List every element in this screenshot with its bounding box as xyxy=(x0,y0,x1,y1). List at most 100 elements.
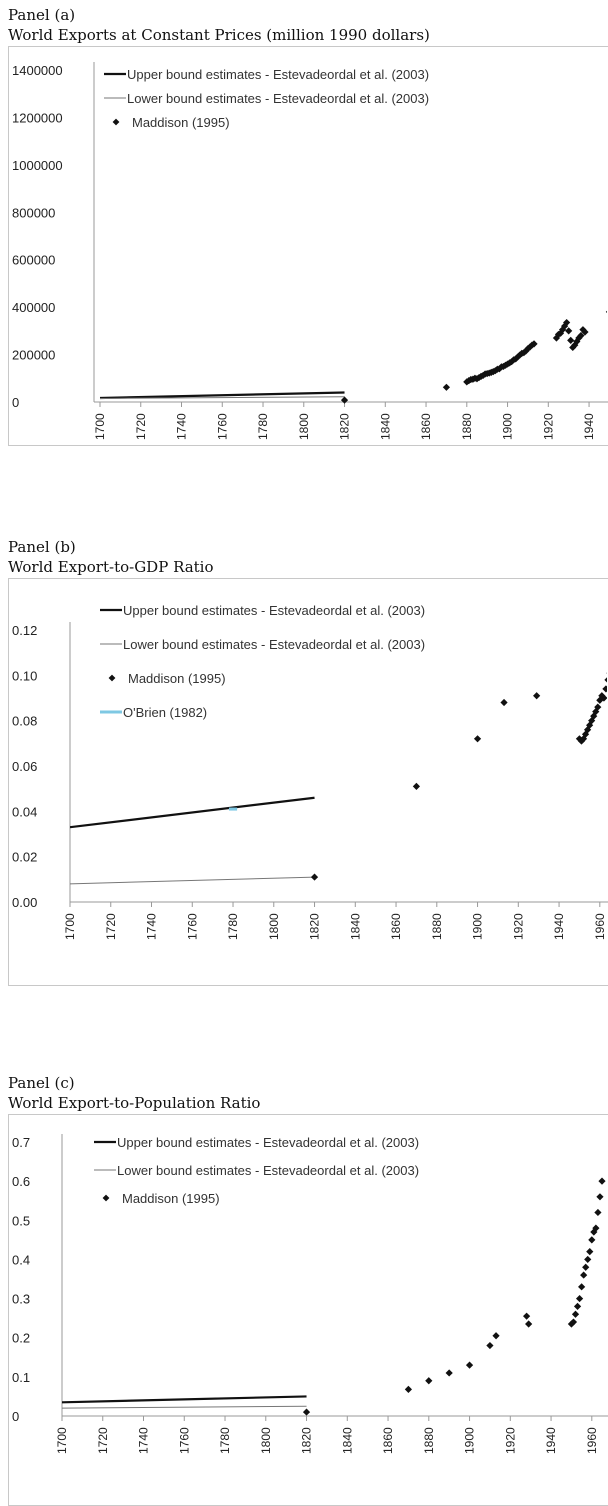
x-tick-label: 1760 xyxy=(185,913,199,940)
data-point xyxy=(586,1248,594,1256)
data-point xyxy=(524,345,532,353)
legend-label: Upper bound estimates - Estevadeordal et… xyxy=(117,1135,419,1150)
legend-label: O'Brien (1982) xyxy=(123,705,207,720)
data-point xyxy=(404,1385,413,1393)
legend-label: Upper bound estimates - Estevadeordal et… xyxy=(127,67,429,82)
data-point xyxy=(500,698,508,707)
x-tick-label: 1780 xyxy=(226,913,240,940)
y-tick-label: 600000 xyxy=(12,253,55,268)
data-point xyxy=(600,694,607,702)
legend-swatch xyxy=(112,118,120,126)
x-tick-label: 1800 xyxy=(297,413,311,440)
data-point xyxy=(520,349,528,357)
x-tick-label: 1880 xyxy=(430,913,444,940)
legend-label: Lower bound estimates - Estevadeordal et… xyxy=(117,1163,419,1178)
data-point xyxy=(563,318,571,327)
legend-label: Maddison (1995) xyxy=(132,115,230,130)
y-tick-label: 0.6 xyxy=(12,1174,30,1189)
x-tick-label: 1740 xyxy=(137,1427,151,1454)
x-tick-label: 1840 xyxy=(340,1427,354,1454)
y-tick-label: 200000 xyxy=(12,348,55,363)
x-tick-label: 1960 xyxy=(593,913,607,940)
y-tick-label: 0.4 xyxy=(12,1252,30,1267)
plot-area xyxy=(70,672,607,885)
data-point xyxy=(561,322,569,330)
data-point xyxy=(596,1193,604,1201)
data-point xyxy=(583,726,592,734)
data-point xyxy=(569,343,577,352)
x-tick-label: 1720 xyxy=(134,413,148,440)
data-point xyxy=(604,677,607,683)
data-point xyxy=(573,1302,582,1310)
data-point xyxy=(442,383,451,391)
data-point xyxy=(523,1312,531,1320)
panel-b-title: World Export-to-GDP Ratio xyxy=(8,558,214,576)
data-point xyxy=(508,358,516,366)
x-tick-label: 1920 xyxy=(541,413,555,440)
x-tick-label: 1920 xyxy=(511,913,525,940)
y-tick-label: 1400000 xyxy=(12,63,63,78)
x-tick-label: 1780 xyxy=(218,1427,232,1454)
series-lower-bound-line xyxy=(70,876,315,885)
y-tick-label: 0.7 xyxy=(12,1135,30,1150)
x-tick-label: 1700 xyxy=(55,1427,69,1454)
data-point xyxy=(602,685,607,693)
data-point xyxy=(581,328,589,336)
y-tick-label: 0.3 xyxy=(12,1292,30,1307)
x-tick-label: 1940 xyxy=(552,913,566,940)
panel-c-title: World Export-to-Population Ratio xyxy=(8,1094,261,1112)
chart-c: 0 0.1 0.2 0.3 0.4 0.5 0.6 0.7 1700 1720 1740 1760 17… xyxy=(8,1114,608,1506)
panel-a-label: Panel (a) xyxy=(8,6,76,24)
legend-label: Lower bound estimates - Estevadeordal et… xyxy=(123,637,425,652)
legend-label: Lower bound estimates - Estevadeordal et… xyxy=(127,91,429,106)
data-point xyxy=(512,355,520,363)
data-point xyxy=(552,334,561,342)
x-tick-label: 1940 xyxy=(582,413,596,440)
x-tick-label: 1720 xyxy=(96,1427,110,1454)
data-point xyxy=(530,340,538,348)
x-tick-label: 1800 xyxy=(267,913,281,940)
chart-a: 0 200000 400000 600000 800000 1000000 1200000 1… xyxy=(8,46,608,446)
y-tick-label: 0 xyxy=(12,395,19,410)
y-tick-label: 0.12 xyxy=(12,623,37,638)
data-point xyxy=(577,332,585,340)
chart-b: 0.00 0.02 0.04 0.06 0.08 0.10 0.12 1700 1720 1740… xyxy=(8,578,608,986)
data-point xyxy=(588,1236,596,1244)
legend-swatch xyxy=(102,1194,110,1202)
data-point xyxy=(340,396,349,404)
x-tick-label: 1880 xyxy=(460,413,474,440)
chart-frame xyxy=(8,578,608,986)
x-tick-label: 1760 xyxy=(215,413,229,440)
legend-swatch xyxy=(108,674,116,682)
data-point xyxy=(605,310,607,314)
y-tick-label: 0.00 xyxy=(12,895,37,910)
x-tick-label: 1860 xyxy=(389,913,403,940)
data-point xyxy=(473,735,482,743)
data-point xyxy=(575,735,584,743)
data-point xyxy=(533,692,541,700)
x-tick-label: 1820 xyxy=(338,413,352,440)
x-tick-label: 1760 xyxy=(177,1427,191,1454)
data-point xyxy=(465,1361,474,1369)
y-tick-label: 800000 xyxy=(12,205,55,220)
legend-label: Upper bound estimates - Estevadeordal et… xyxy=(123,603,425,618)
x-tick-label: 1920 xyxy=(503,1427,517,1454)
series-lower-bound-line xyxy=(62,1405,307,1409)
data-point xyxy=(514,353,522,361)
data-point xyxy=(578,1283,586,1291)
data-point xyxy=(606,672,607,674)
legend-label: Maddison (1995) xyxy=(128,671,226,686)
x-tick-label: 1880 xyxy=(422,1427,436,1454)
data-point xyxy=(582,1263,590,1271)
data-point xyxy=(425,1377,433,1385)
data-point xyxy=(584,1255,592,1264)
x-tick-label: 1820 xyxy=(308,913,322,940)
y-tick-label: 0.10 xyxy=(12,668,37,683)
panel-b-label: Panel (b) xyxy=(8,538,76,556)
data-point xyxy=(522,347,530,355)
data-point xyxy=(571,1310,580,1318)
series-lower-bound-line xyxy=(99,396,345,399)
x-tick-label: 1840 xyxy=(348,913,362,940)
x-tick-label: 1860 xyxy=(381,1427,395,1454)
data-point xyxy=(412,782,421,790)
